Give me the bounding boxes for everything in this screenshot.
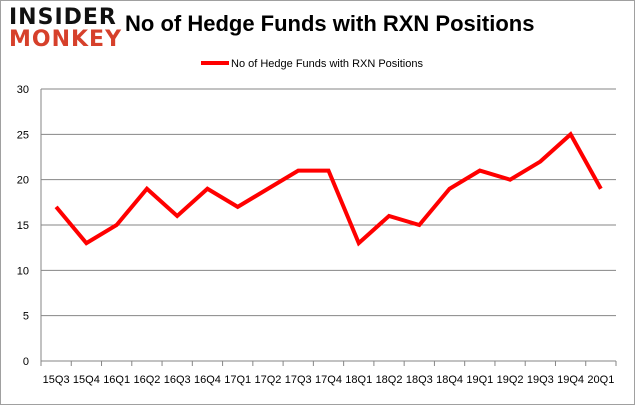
x-tick-label: 16Q1 [103, 374, 130, 386]
x-tick-label: 18Q4 [436, 374, 463, 386]
y-tick-label: 30 [17, 84, 29, 96]
x-tick-label: 16Q4 [194, 374, 221, 386]
logo-line2: MONKEY [9, 27, 123, 52]
x-tick-label: 19Q4 [557, 374, 584, 386]
series-line [54, 131, 603, 247]
x-tick-label: 15Q3 [43, 374, 70, 386]
x-tick-label: 17Q4 [315, 374, 342, 386]
x-tick-label: 20Q1 [587, 374, 614, 386]
x-tick-label: 18Q1 [345, 374, 372, 386]
y-tick-label: 10 [17, 265, 29, 277]
x-tick-label: 15Q4 [73, 374, 100, 386]
x-tick-label: 19Q3 [527, 374, 554, 386]
x-tick-label: 17Q3 [285, 374, 312, 386]
chart-title: No of Hedge Funds with RXN Positions [125, 11, 535, 36]
x-tick-label: 19Q2 [497, 374, 524, 386]
legend-label: No of Hedge Funds with RXN Positions [231, 58, 423, 70]
x-tick-label: 16Q3 [164, 374, 191, 386]
x-tick-label: 17Q2 [255, 374, 282, 386]
y-tick-label: 0 [23, 356, 29, 368]
x-tick-label: 17Q1 [224, 374, 251, 386]
y-tick-label: 15 [17, 220, 29, 232]
y-tick-label: 20 [17, 175, 29, 187]
y-tick-label: 5 [23, 311, 29, 323]
logo-line1: INSIDER [9, 5, 117, 30]
x-tick-label: 18Q3 [406, 374, 433, 386]
x-tick-label: 19Q1 [466, 374, 493, 386]
x-tick-label: 18Q2 [376, 374, 403, 386]
x-tick-label: 16Q2 [133, 374, 160, 386]
insider-monkey-logo: INSIDER MONKEY [9, 7, 122, 51]
y-tick-label: 25 [17, 129, 29, 141]
